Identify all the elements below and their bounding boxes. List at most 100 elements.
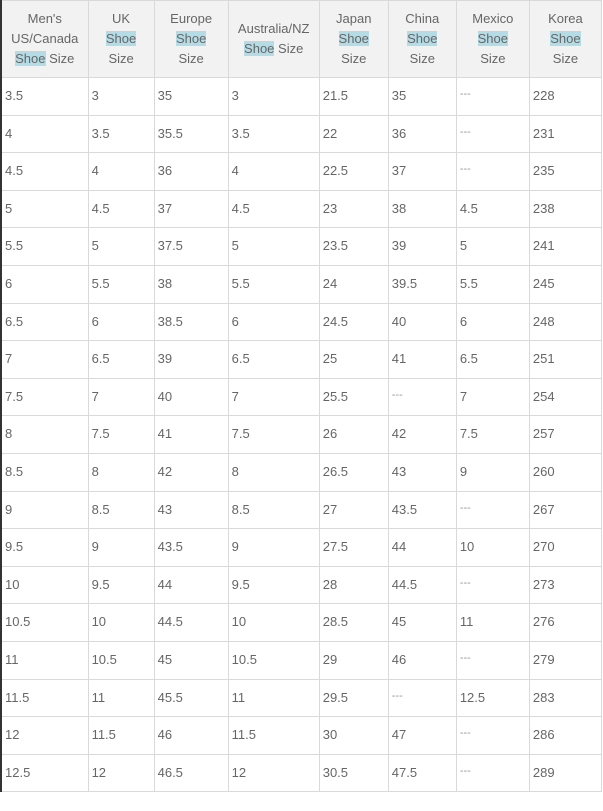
table-cell: 7.5 bbox=[0, 377, 89, 417]
table-cell: 5.5 bbox=[0, 227, 89, 266]
table-cell: 286 bbox=[528, 716, 603, 755]
table-cell: 40 bbox=[153, 377, 229, 417]
table-cell: 4.5 bbox=[87, 189, 155, 229]
table-cell: 35 bbox=[153, 77, 229, 116]
table-cell: 11.5 bbox=[0, 678, 89, 718]
table-cell: 3.5 bbox=[0, 77, 89, 116]
table-cell: 38 bbox=[387, 189, 457, 229]
table-cell: 248 bbox=[528, 302, 603, 342]
header-text: Mexico bbox=[472, 11, 514, 26]
table-cell: 25.5 bbox=[318, 377, 389, 417]
table-cell: 7 bbox=[227, 377, 320, 417]
header-text: Men's bbox=[27, 11, 62, 26]
header-text: Korea bbox=[548, 11, 583, 26]
table-cell: 11 bbox=[87, 678, 155, 718]
highlighted-term: Shoe bbox=[175, 31, 207, 46]
table-cell: 4 bbox=[87, 152, 155, 191]
table-cell: --- bbox=[455, 152, 530, 191]
table-cell: 8.5 bbox=[0, 452, 89, 492]
table-cell: 6.5 bbox=[227, 340, 320, 379]
table-cell: 7.5 bbox=[87, 415, 155, 454]
table-cell: 47 bbox=[387, 716, 457, 755]
table-cell: 6.5 bbox=[0, 302, 89, 342]
table-cell: 9 bbox=[455, 452, 530, 492]
table-cell: 36 bbox=[153, 152, 229, 191]
table-cell: 251 bbox=[528, 340, 603, 379]
table-cell: --- bbox=[455, 490, 530, 530]
table-cell: 283 bbox=[528, 678, 603, 718]
table-row: 12 11.5 46 11.5 30 47 --- 286 bbox=[0, 716, 603, 755]
table-cell: 8 bbox=[87, 452, 155, 492]
table-cell: 235 bbox=[528, 152, 603, 191]
table-cell: 3 bbox=[87, 77, 155, 116]
highlighted-term: Shoe bbox=[244, 41, 275, 56]
table-row: 11.5 11 45.5 11 29.5 --- 12.5 283 bbox=[0, 678, 603, 718]
table-cell: 30.5 bbox=[318, 753, 389, 793]
header-text: Size bbox=[178, 51, 204, 66]
table-row: 5.5 5 37.5 5 23.5 39 5 241 bbox=[0, 227, 603, 266]
highlighted-term: Shoe bbox=[477, 31, 509, 46]
table-row: 4 3.5 35.5 3.5 22 36 --- 231 bbox=[0, 114, 603, 154]
table-cell: 43 bbox=[387, 452, 457, 492]
header-row: Men's US/Canada Shoe Size UK Shoe Size Europe S… bbox=[0, 0, 603, 78]
column-header: Mexico Shoe Size bbox=[455, 0, 530, 78]
table-cell: 10 bbox=[227, 603, 320, 642]
header-text: Size bbox=[45, 51, 75, 66]
table-cell: 238 bbox=[528, 189, 603, 229]
table-cell: 9 bbox=[227, 528, 320, 567]
table-cell: 41 bbox=[153, 415, 229, 454]
table-cell: 6 bbox=[87, 302, 155, 342]
table-cell: 30 bbox=[318, 716, 389, 755]
table-cell: 12 bbox=[227, 753, 320, 793]
table-cell: 39 bbox=[153, 340, 229, 379]
table-row: 9.5 9 43.5 9 27.5 44 10 270 bbox=[0, 528, 603, 567]
header-text: China bbox=[405, 11, 440, 26]
table-body: 3.5 3 35 3 21.5 35 --- 228 4 3.5 35.5 3.5 22 36 --- 231… bbox=[0, 77, 603, 793]
table-cell: 40 bbox=[387, 302, 457, 342]
table-cell: 24 bbox=[318, 264, 389, 304]
table-cell: --- bbox=[455, 716, 530, 755]
table-cell: 28 bbox=[318, 565, 389, 605]
table-cell: 8 bbox=[227, 452, 320, 492]
table-cell: 9.5 bbox=[227, 565, 320, 605]
table-cell: 12 bbox=[0, 716, 89, 755]
table-cell: 28.5 bbox=[318, 603, 389, 642]
table-cell: 5 bbox=[455, 227, 530, 266]
table-cell: 46 bbox=[387, 640, 457, 680]
table-cell: 8.5 bbox=[227, 490, 320, 530]
table-cell: 45 bbox=[153, 640, 229, 680]
table-row: 5 4.5 37 4.5 23 38 4.5 238 bbox=[0, 189, 603, 229]
table-cell: 5 bbox=[227, 227, 320, 266]
column-header: Europe Shoe Size bbox=[153, 0, 229, 78]
table-cell: 39 bbox=[387, 227, 457, 266]
header-text: UK bbox=[112, 11, 131, 26]
table-cell: 228 bbox=[528, 77, 603, 116]
header-text: Size bbox=[274, 41, 304, 56]
column-header: UK Shoe Size bbox=[87, 0, 155, 78]
table-cell: 6.5 bbox=[455, 340, 530, 379]
table-cell: 25 bbox=[318, 340, 389, 379]
table-cell: 10.5 bbox=[227, 640, 320, 680]
table-cell: 5 bbox=[0, 189, 89, 229]
table-cell: 8 bbox=[0, 415, 89, 454]
table-cell: 6 bbox=[0, 264, 89, 304]
table-cell: 9 bbox=[87, 528, 155, 567]
table-cell: 46.5 bbox=[153, 753, 229, 793]
table-cell: 46 bbox=[153, 716, 229, 755]
table-cell: 5 bbox=[87, 227, 155, 266]
table-cell: 44.5 bbox=[153, 603, 229, 642]
table-cell: 245 bbox=[528, 264, 603, 304]
table-cell: 45 bbox=[387, 603, 457, 642]
table-cell: 23.5 bbox=[318, 227, 389, 266]
table-cell: 43.5 bbox=[387, 490, 457, 530]
table-cell: 9.5 bbox=[87, 565, 155, 605]
table-cell: 5.5 bbox=[455, 264, 530, 304]
table-cell: 10.5 bbox=[87, 640, 155, 680]
table-cell: --- bbox=[455, 753, 530, 793]
table-cell: 42 bbox=[153, 452, 229, 492]
table-cell: 27.5 bbox=[318, 528, 389, 567]
table-cell: --- bbox=[387, 678, 457, 718]
table-cell: 4 bbox=[227, 152, 320, 191]
table-cell: 26.5 bbox=[318, 452, 389, 492]
table-cell: 12 bbox=[87, 753, 155, 793]
